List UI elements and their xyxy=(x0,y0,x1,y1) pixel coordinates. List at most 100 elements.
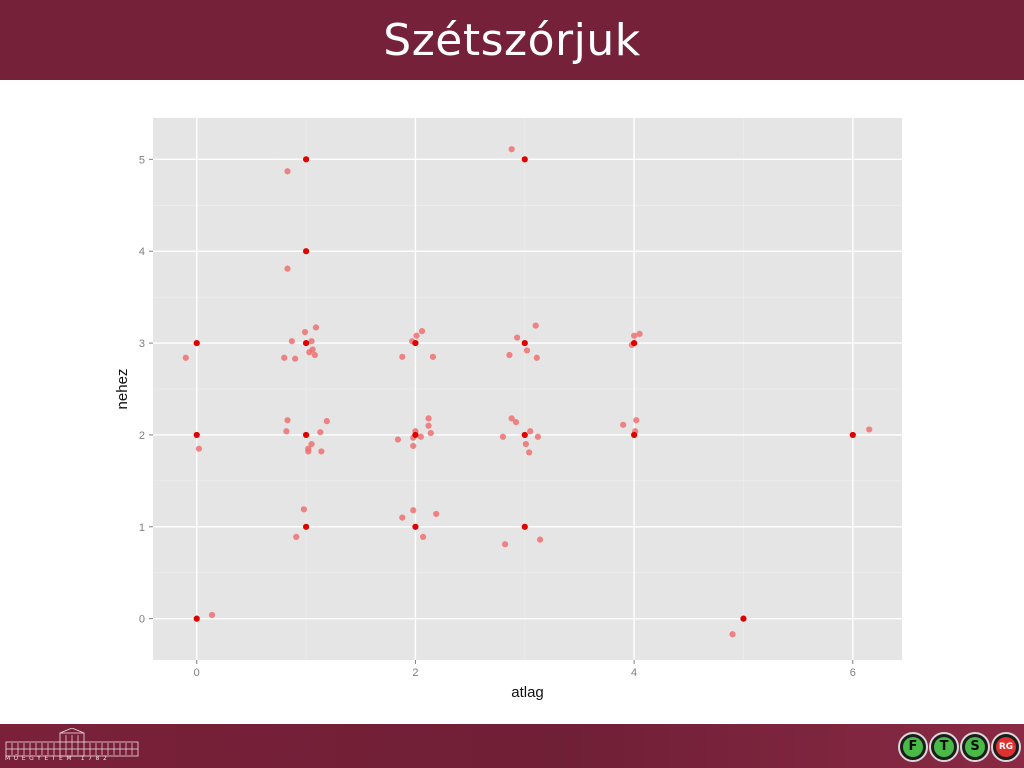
footer-bar: MŰEGYETEM 1782 xyxy=(0,724,1024,768)
data-point xyxy=(849,431,856,439)
data-point xyxy=(302,339,310,347)
data-point xyxy=(412,339,419,347)
data-point-jittered xyxy=(208,611,216,619)
data-point-jittered xyxy=(636,330,643,337)
y-tick-label: 5 xyxy=(139,154,145,166)
y-tick-label: 2 xyxy=(139,430,145,442)
ftsrg-badge-s-letter: S xyxy=(965,737,985,757)
data-point-jittered xyxy=(410,507,417,514)
data-point-jittered xyxy=(425,415,432,422)
ftsrg-badge-rg: RG xyxy=(991,732,1021,762)
data-point-jittered xyxy=(866,426,873,433)
title-bar: Szétszórjuk xyxy=(0,0,1024,80)
data-point-jittered xyxy=(308,338,315,345)
data-point xyxy=(521,431,528,439)
data-point-jittered xyxy=(633,417,640,424)
chart-svg: 0 2 4 6 0 1 2 3 4 5 atlag nehez xyxy=(114,118,902,701)
data-point-jittered xyxy=(508,415,515,422)
data-point-jittered xyxy=(508,146,515,153)
data-point-jittered xyxy=(284,417,291,424)
data-point-jittered xyxy=(394,436,402,443)
data-point xyxy=(193,615,200,622)
data-point-jittered xyxy=(281,354,288,361)
data-point-jittered xyxy=(418,328,426,335)
data-point-jittered xyxy=(305,448,312,455)
data-point-jittered xyxy=(425,422,432,429)
data-point-jittered xyxy=(283,428,290,435)
data-point-jittered xyxy=(293,533,300,541)
slide-title: Szétszórjuk xyxy=(383,14,641,66)
ftsrg-badge-f-letter: F xyxy=(903,737,923,757)
ftsrg-badge-s: S xyxy=(960,732,990,762)
y-axis-label: nehez xyxy=(114,369,131,410)
data-point xyxy=(302,431,310,439)
data-point-jittered xyxy=(536,536,544,543)
data-point-jittered xyxy=(311,351,318,359)
scatter-chart: 0 2 4 6 0 1 2 3 4 5 atlag nehez xyxy=(100,105,920,715)
data-point-jittered xyxy=(284,168,291,175)
data-point-jittered xyxy=(413,332,420,339)
data-point-jittered xyxy=(182,354,189,361)
data-point xyxy=(412,431,419,439)
data-point-jittered xyxy=(317,429,324,436)
data-point-jittered xyxy=(631,332,638,339)
y-tick-label: 0 xyxy=(139,614,145,626)
data-point-jittered xyxy=(288,338,295,345)
y-axis-ticks: 0 1 2 3 4 5 xyxy=(139,154,153,626)
data-point-jittered xyxy=(312,324,320,331)
data-point-jittered xyxy=(284,265,291,272)
data-point-jittered xyxy=(301,328,309,336)
data-point xyxy=(631,431,638,439)
data-point-jittered xyxy=(522,441,529,448)
data-point-jittered xyxy=(433,510,440,518)
data-point-jittered xyxy=(534,433,541,440)
data-point-jittered xyxy=(195,445,203,452)
data-point-jittered xyxy=(323,418,330,425)
data-point-jittered xyxy=(729,631,736,638)
data-point-jittered xyxy=(533,354,540,361)
data-point xyxy=(521,339,528,347)
x-tick-label: 2 xyxy=(412,667,418,679)
data-point xyxy=(521,156,528,163)
y-tick-label: 4 xyxy=(139,246,145,258)
data-point xyxy=(412,523,419,530)
data-point-jittered xyxy=(399,514,406,521)
data-point-jittered xyxy=(514,334,521,341)
data-point-jittered xyxy=(512,418,520,426)
data-point-jittered xyxy=(523,347,531,354)
x-tick-label: 0 xyxy=(194,667,200,679)
data-point xyxy=(302,523,310,530)
y-tick-label: 1 xyxy=(139,522,145,534)
university-text: MŰEGYETEM 1782 xyxy=(5,755,111,762)
exact-points xyxy=(193,156,856,622)
data-point-jittered xyxy=(300,506,307,513)
ftsrg-badge-f: F xyxy=(898,732,928,762)
data-point-jittered xyxy=(532,322,539,329)
data-point xyxy=(302,156,310,163)
data-point-jittered xyxy=(526,449,533,456)
y-tick-label: 3 xyxy=(139,338,145,350)
data-point-jittered xyxy=(501,541,509,548)
data-point-jittered xyxy=(527,428,534,435)
data-point xyxy=(631,339,638,347)
data-point-jittered xyxy=(499,433,506,440)
data-point-jittered xyxy=(419,533,427,541)
data-point-jittered xyxy=(506,351,513,359)
data-point-jittered xyxy=(292,355,299,362)
data-point-jittered xyxy=(306,349,313,356)
data-point-jittered xyxy=(318,448,325,455)
data-point-jittered xyxy=(620,421,627,428)
jittered-points xyxy=(182,146,873,638)
x-tick-label: 6 xyxy=(850,667,856,679)
data-point xyxy=(302,248,310,255)
data-point-jittered xyxy=(399,353,406,360)
data-point xyxy=(740,615,747,622)
ftsrg-badge-t-letter: T xyxy=(934,737,954,757)
data-point xyxy=(521,523,528,530)
data-point-jittered xyxy=(427,429,434,437)
ftsrg-logo: F T S RG xyxy=(898,732,1022,762)
data-point-jittered xyxy=(308,441,315,448)
data-point xyxy=(193,431,200,439)
ftsrg-badge-rg-letter: RG xyxy=(996,737,1016,757)
data-point xyxy=(193,339,200,347)
